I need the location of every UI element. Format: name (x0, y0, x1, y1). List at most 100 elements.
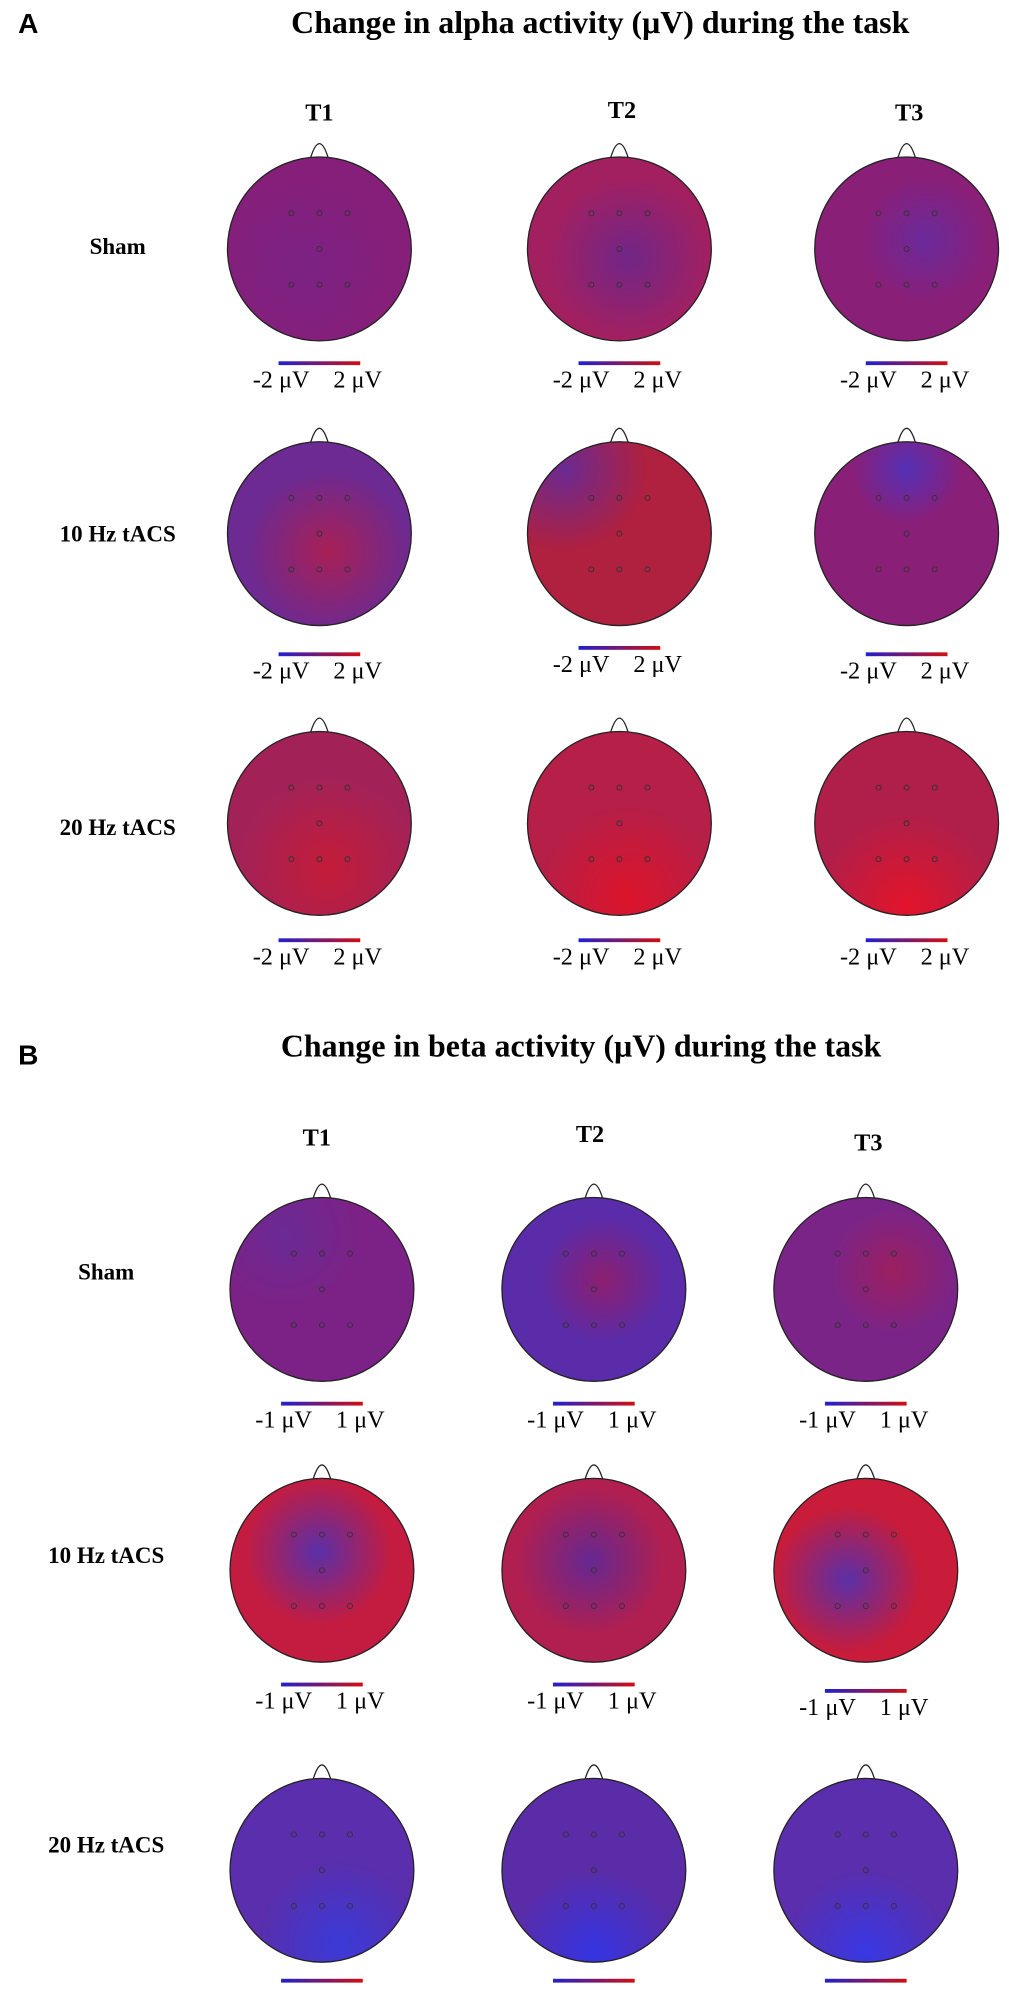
topographic-map (814, 156, 1000, 342)
electrode (316, 530, 323, 537)
electrode (616, 566, 623, 573)
colorbar-min: -1 μV (799, 1984, 856, 1989)
electrode (834, 1531, 841, 1538)
electrode (318, 1603, 325, 1610)
electrode (562, 1603, 569, 1610)
electrode (903, 210, 910, 217)
electrode (288, 210, 295, 217)
electrode (616, 530, 623, 537)
topographic-map (226, 441, 412, 627)
topographic-map (501, 1196, 687, 1382)
colorbar-min: -2 μV (840, 657, 897, 684)
colorbar (553, 1401, 635, 1406)
electrode (834, 1603, 841, 1610)
colorbar-max: 2 μV (921, 657, 970, 684)
panel-title: Change in alpha activity (μV) during the… (291, 5, 909, 40)
electrode (344, 210, 351, 217)
colorbar-min: -1 μV (255, 1407, 312, 1434)
electrode (590, 1831, 597, 1838)
electrode (344, 494, 351, 501)
electrode (562, 1250, 569, 1257)
nose (609, 142, 629, 159)
electrode (590, 1567, 597, 1574)
colorbar-max: 2 μV (921, 943, 970, 970)
electrode (590, 1322, 597, 1329)
electrode (931, 784, 938, 791)
electrode (616, 494, 623, 501)
electrode (316, 856, 323, 863)
electrode (890, 1250, 897, 1257)
electrode (344, 784, 351, 791)
electrode (347, 1250, 354, 1257)
nose (609, 427, 629, 444)
colorbar-min: -1 μV (255, 1688, 312, 1715)
electrode (890, 1831, 897, 1838)
electrode (616, 856, 623, 863)
colorbar (865, 361, 948, 366)
colorbar (553, 1978, 635, 1983)
colorbar (824, 1688, 907, 1693)
electrode (644, 856, 651, 863)
electrode (834, 1831, 841, 1838)
electrode (862, 1567, 869, 1574)
electrode (316, 210, 323, 217)
electrode (316, 494, 323, 501)
electrode (318, 1867, 325, 1874)
electrode (318, 1903, 325, 1910)
electrode (590, 1903, 597, 1910)
electrode (618, 1603, 625, 1610)
topographic-map (773, 1196, 959, 1382)
electrode (290, 1322, 297, 1329)
nose (897, 142, 917, 159)
topographic-map (229, 1777, 415, 1963)
electrode (644, 566, 651, 573)
colorbar-max: 1 μV (336, 1984, 385, 1989)
electrode (316, 820, 323, 827)
electrode (903, 530, 910, 537)
column-label: T1 (305, 99, 333, 126)
electrode (562, 1903, 569, 1910)
electrode (644, 494, 651, 501)
colorbar-min: -2 μV (253, 657, 310, 684)
row-label: 10 Hz tACS (48, 1543, 164, 1568)
colorbar-max: 2 μV (333, 943, 382, 970)
electrode (862, 1286, 869, 1293)
electrode (318, 1531, 325, 1538)
colorbar-max: 1 μV (880, 1694, 929, 1721)
topographic-map (226, 730, 412, 916)
electrode (616, 245, 623, 252)
electrode (616, 784, 623, 791)
nose (312, 1183, 332, 1199)
electrode (588, 784, 595, 791)
electrode (834, 1903, 841, 1910)
electrode (288, 856, 295, 863)
electrode (931, 494, 938, 501)
electrode (347, 1531, 354, 1538)
colorbar (578, 645, 661, 650)
nose (309, 427, 329, 444)
colorbar-min: -1 μV (527, 1688, 584, 1715)
row-label: 20 Hz tACS (60, 815, 176, 840)
electrode (890, 1322, 897, 1329)
nose (856, 1464, 876, 1480)
electrode (616, 210, 623, 217)
topographic-map (814, 730, 1000, 916)
nose (856, 1183, 876, 1199)
row-label: 20 Hz tACS (48, 1833, 164, 1858)
colorbar-min: -1 μV (799, 1694, 856, 1721)
colorbar-max: 2 μV (333, 657, 382, 684)
colorbar (824, 1978, 907, 1983)
electrode (644, 784, 651, 791)
electrode (616, 820, 623, 827)
topographic-map (226, 156, 412, 342)
electrode (862, 1322, 869, 1329)
electrode (890, 1603, 897, 1610)
colorbar-max: 2 μV (921, 366, 970, 393)
nose (312, 1764, 332, 1780)
nose (609, 717, 629, 733)
electrode (562, 1322, 569, 1329)
row-label: Sham (90, 234, 146, 259)
electrode (644, 210, 651, 217)
colorbar (578, 361, 661, 366)
